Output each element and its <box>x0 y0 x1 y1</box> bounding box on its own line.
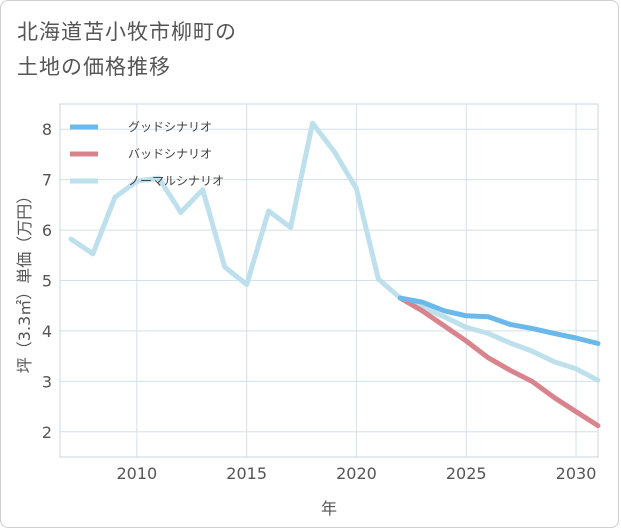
y-tick-label: 5 <box>42 272 52 291</box>
x-tick-label: 2030 <box>556 464 597 483</box>
y-tick-label: 4 <box>42 322 52 341</box>
x-tick-label: 2010 <box>116 464 157 483</box>
series-line-2 <box>397 295 601 429</box>
y-tick-label: 2 <box>42 423 52 442</box>
chart-title-line2: 土地の価格推移 <box>17 55 171 79</box>
chart-title-line1: 北海道苫小牧市柳町の <box>17 20 237 44</box>
y-tick-label: 7 <box>42 171 52 190</box>
series-line-3 <box>68 120 601 383</box>
x-tick-label: 2020 <box>336 464 377 483</box>
chart-title: 北海道苫小牧市柳町の 土地の価格推移 <box>17 15 437 85</box>
x-axis-title: 年 <box>321 499 337 518</box>
y-tick-label: 3 <box>42 372 52 391</box>
x-tick-label: 2015 <box>226 464 267 483</box>
legend-label-3: ノーマルシナリオ <box>128 174 224 188</box>
x-tick-label: 2025 <box>446 464 487 483</box>
y-tick-label: 8 <box>42 120 52 139</box>
legend-label-2: バッドシナリオ <box>128 147 212 161</box>
y-axis-title: 坪（3.3㎡）単価（万円） <box>15 188 34 373</box>
series-line-1 <box>397 295 601 346</box>
legend-label-1: グッドシナリオ <box>128 120 212 134</box>
y-tick-label: 6 <box>42 221 52 240</box>
